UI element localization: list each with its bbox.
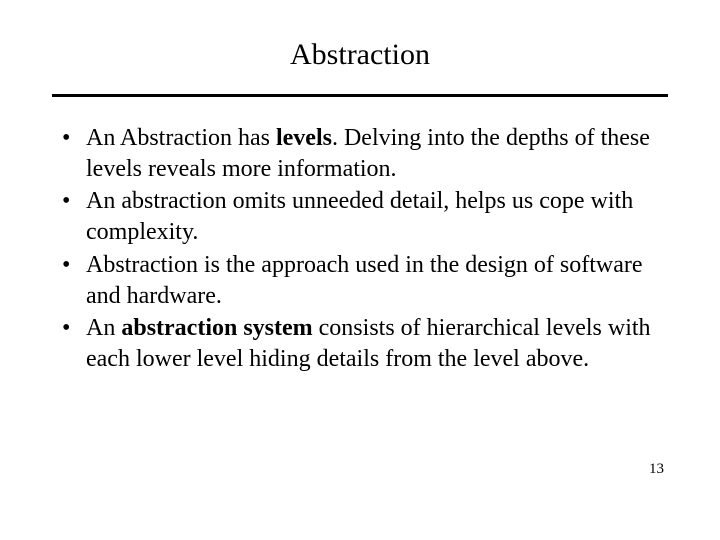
bullet-text: An Abstraction has	[86, 125, 276, 151]
slide: Abstraction An Abstraction has levels. D…	[0, 0, 720, 540]
bullet-item: An Abstraction has levels. Delving into …	[62, 123, 664, 184]
bullet-item: An abstraction omits unneeded detail, he…	[62, 186, 664, 247]
title-rule	[52, 94, 668, 97]
slide-body: An Abstraction has levels. Delving into …	[56, 123, 664, 375]
bullet-list: An Abstraction has levels. Delving into …	[62, 123, 664, 375]
bullet-text-bold: abstraction system	[121, 315, 312, 341]
bullet-text: Abstraction is the approach used in the …	[86, 252, 643, 309]
bullet-text: An abstraction omits unneeded detail, he…	[86, 188, 633, 245]
bullet-text: An	[86, 315, 121, 341]
bullet-item: Abstraction is the approach used in the …	[62, 250, 664, 311]
slide-title: Abstraction	[56, 38, 664, 72]
bullet-item: An abstraction system consists of hierar…	[62, 313, 664, 374]
page-number: 13	[649, 461, 664, 478]
bullet-text-bold: levels	[276, 125, 332, 151]
